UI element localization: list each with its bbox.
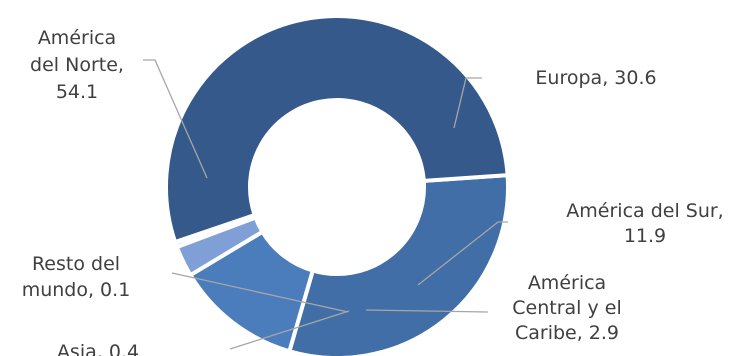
data-label-line: del Norte, xyxy=(30,54,124,76)
data-label-line: Europa, 30.6 xyxy=(535,67,656,89)
leader-line-america-del-norte xyxy=(143,59,208,179)
data-label-line: Caribe, 2.9 xyxy=(515,322,619,344)
data-label-line: 11.9 xyxy=(624,225,666,247)
leader-line-asia xyxy=(229,310,350,350)
data-label-line: América xyxy=(38,27,116,49)
data-label-line: Asia, 0.4 xyxy=(57,341,139,356)
data-label-america-del-sur: América del Sur, 11.9 xyxy=(566,200,723,247)
data-label-america-del-norte: América del Norte, 54.1 xyxy=(30,27,124,103)
data-label-line: América xyxy=(528,272,606,294)
data-label-america-central-y-el-caribe: América Central y el Caribe, 2.9 xyxy=(512,272,621,344)
leader-line-america-del-sur xyxy=(417,221,508,286)
slice-europa xyxy=(287,173,510,356)
data-label-europa: Europa, 30.6 xyxy=(535,67,656,89)
data-label-resto-del-mundo: Resto del mundo, 0.1 xyxy=(22,253,131,301)
leader-line-resto-del-mundo xyxy=(171,272,349,313)
data-label-line: América del Sur, xyxy=(566,200,723,222)
slice-america-del-norte xyxy=(164,14,510,244)
data-label-line: Central y el xyxy=(512,297,621,319)
data-label-line: Resto del xyxy=(32,253,120,275)
data-label-line: 54.1 xyxy=(56,81,98,103)
data-label-asia: Asia, 0.4 xyxy=(57,341,139,356)
data-label-line: mundo, 0.1 xyxy=(22,279,131,301)
leader-line-europa xyxy=(453,77,482,129)
leader-line-america-central-y-el-caribe xyxy=(365,309,489,313)
